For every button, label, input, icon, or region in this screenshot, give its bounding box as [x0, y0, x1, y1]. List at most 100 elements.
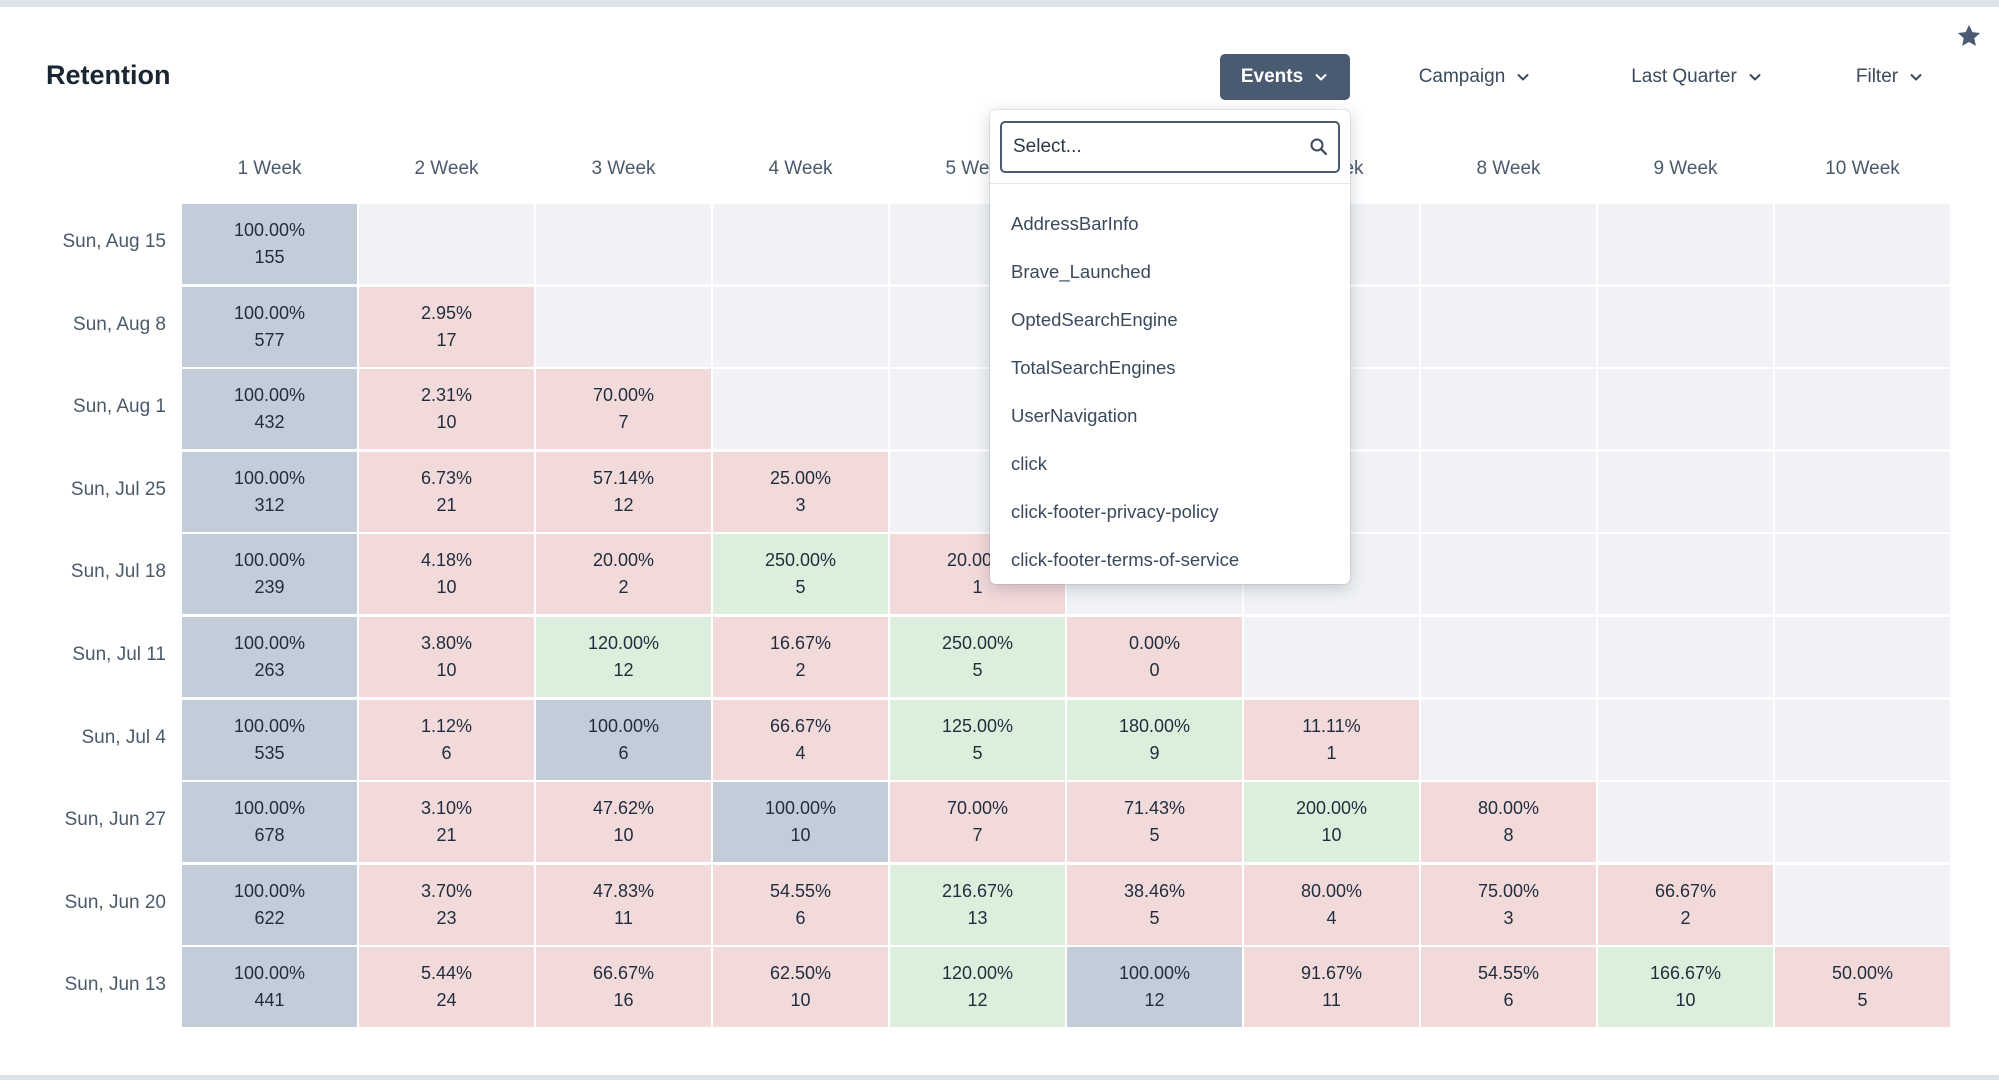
- star-icon[interactable]: [1955, 22, 1983, 50]
- cell-percent: 100.00%: [233, 550, 306, 571]
- cell-percent: 100.00%: [233, 302, 306, 323]
- cell-count: 16: [613, 990, 634, 1011]
- row-label: Sun, Jun 20: [64, 891, 166, 913]
- column-header: 4 Week: [768, 158, 833, 179]
- row-label: Sun, Jul 25: [70, 478, 166, 500]
- column-header: 3 Week: [591, 158, 656, 179]
- cell-count: 535: [254, 742, 285, 763]
- cell-percent: 180.00%: [1118, 715, 1191, 736]
- retention-cell: 20.00% 2: [536, 534, 711, 615]
- retention-cell: 2.31% 10: [359, 369, 534, 450]
- cell-count: 7: [972, 825, 983, 846]
- cell-percent: 100.00%: [233, 385, 306, 406]
- dropdown-item[interactable]: TotalSearchEngines: [1011, 357, 1176, 378]
- retention-cell: 66.67% 16: [536, 947, 711, 1028]
- cell-count: 9: [1149, 742, 1160, 763]
- campaign-button-label: Campaign: [1418, 66, 1506, 87]
- empty-cell: [1775, 534, 1950, 615]
- cell-count: 10: [1321, 825, 1342, 846]
- empty-cell: [1775, 286, 1950, 367]
- cell-count: 3: [795, 494, 806, 515]
- retention-cell: 54.55% 6: [1421, 947, 1596, 1028]
- period-button[interactable]: Last Quarter: [1612, 54, 1782, 100]
- dropdown-item[interactable]: click-footer-terms-of-service: [1011, 549, 1240, 570]
- cell-count: 239: [254, 577, 285, 598]
- empty-cell: [1775, 369, 1950, 450]
- cell-count: 263: [254, 660, 285, 680]
- cell-percent: 47.62%: [592, 798, 655, 819]
- dropdown-item[interactable]: click-footer-privacy-policy: [1011, 501, 1219, 522]
- cell-percent: 166.67%: [1649, 963, 1722, 984]
- filter-button-label: Filter: [1855, 66, 1899, 87]
- retention-cell: 3.10% 21: [359, 782, 534, 863]
- retention-cell: 57.14% 12: [536, 451, 711, 532]
- cell-count: 5: [972, 742, 983, 763]
- cell-percent: 62.50%: [769, 963, 832, 984]
- campaign-button[interactable]: Campaign: [1400, 54, 1550, 100]
- dropdown-item[interactable]: Brave_Launched: [1011, 261, 1151, 282]
- cell-count: 21: [436, 825, 457, 846]
- cell-percent: 16.67%: [769, 633, 832, 653]
- retention-cell: 3.80% 10: [359, 617, 534, 697]
- retention-cell: 75.00% 3: [1421, 864, 1596, 945]
- retention-cell: 16.67% 2: [713, 617, 888, 697]
- empty-cell: [1775, 204, 1950, 284]
- retention-grid: 100.00% 155 100.00% 577 2.95% 17 100.00% 432 2.3…: [182, 204, 1952, 1030]
- dropdown-item[interactable]: OptedSearchEngine: [1011, 309, 1178, 330]
- cell-percent: 100.00%: [233, 880, 306, 901]
- retention-cell: 100.00% 432: [182, 369, 357, 450]
- cell-count: 5: [972, 660, 983, 680]
- retention-cell: 216.67% 13: [890, 864, 1065, 945]
- retention-cell: 25.00% 3: [713, 451, 888, 532]
- retention-cell: 6.73% 21: [359, 451, 534, 532]
- retention-cell: 100.00% 6: [536, 699, 711, 780]
- cell-count: 3: [1503, 907, 1514, 928]
- cell-count: 155: [254, 247, 285, 267]
- retention-cell: 70.00% 7: [536, 369, 711, 450]
- row-label: Sun, Jul 4: [81, 726, 167, 748]
- empty-cell: [1421, 369, 1596, 450]
- empty-cell: [536, 204, 711, 284]
- cell-count: 12: [967, 990, 988, 1011]
- cell-percent: 66.67%: [1654, 880, 1717, 901]
- cell-percent: 54.55%: [769, 880, 832, 901]
- empty-cell: [1775, 699, 1950, 780]
- cell-percent: 6.73%: [420, 467, 473, 488]
- cell-count: 11: [614, 907, 633, 928]
- cell-count: 10: [436, 412, 457, 433]
- search-icon: [1310, 138, 1328, 156]
- cell-percent: 3.10%: [420, 798, 473, 819]
- empty-cell: [359, 204, 534, 284]
- cell-percent: 100.00%: [233, 798, 306, 819]
- events-button[interactable]: Events: [1220, 54, 1350, 100]
- row-label: Sun, Aug 8: [73, 313, 166, 335]
- dropdown-search: [1000, 121, 1340, 173]
- dropdown-search-input[interactable]: [1011, 135, 1285, 159]
- retention-cell: 11.11% 1: [1244, 699, 1419, 780]
- cell-percent: 11.11%: [1302, 715, 1361, 736]
- row-label: Sun, Aug 15: [62, 231, 166, 252]
- cell-count: 11: [1322, 990, 1341, 1011]
- cell-percent: 70.00%: [946, 798, 1009, 819]
- cell-percent: 120.00%: [587, 633, 660, 653]
- chevron-down-icon: [1749, 74, 1761, 81]
- cell-percent: 100.00%: [233, 220, 306, 240]
- empty-cell: [713, 204, 888, 284]
- cell-percent: 80.00%: [1300, 880, 1363, 901]
- column-header: 1 Week: [237, 158, 302, 179]
- cell-percent: 75.00%: [1477, 880, 1540, 901]
- cell-count: 577: [254, 329, 285, 350]
- cell-count: 678: [254, 825, 285, 846]
- dropdown-item[interactable]: click: [1011, 453, 1047, 474]
- cell-count: 5: [1857, 990, 1868, 1011]
- retention-cell: 100.00% 535: [182, 699, 357, 780]
- filter-button[interactable]: Filter: [1840, 54, 1940, 100]
- cell-percent: 54.55%: [1477, 963, 1540, 984]
- dropdown-item[interactable]: AddressBarInfo: [1011, 213, 1139, 234]
- dropdown-item[interactable]: UserNavigation: [1011, 405, 1138, 426]
- cell-percent: 5.44%: [420, 963, 473, 984]
- cell-percent: 25.00%: [769, 467, 832, 488]
- retention-cell: 100.00% 312: [182, 451, 357, 532]
- chevron-down-icon: [1910, 74, 1922, 81]
- empty-cell: [1421, 699, 1596, 780]
